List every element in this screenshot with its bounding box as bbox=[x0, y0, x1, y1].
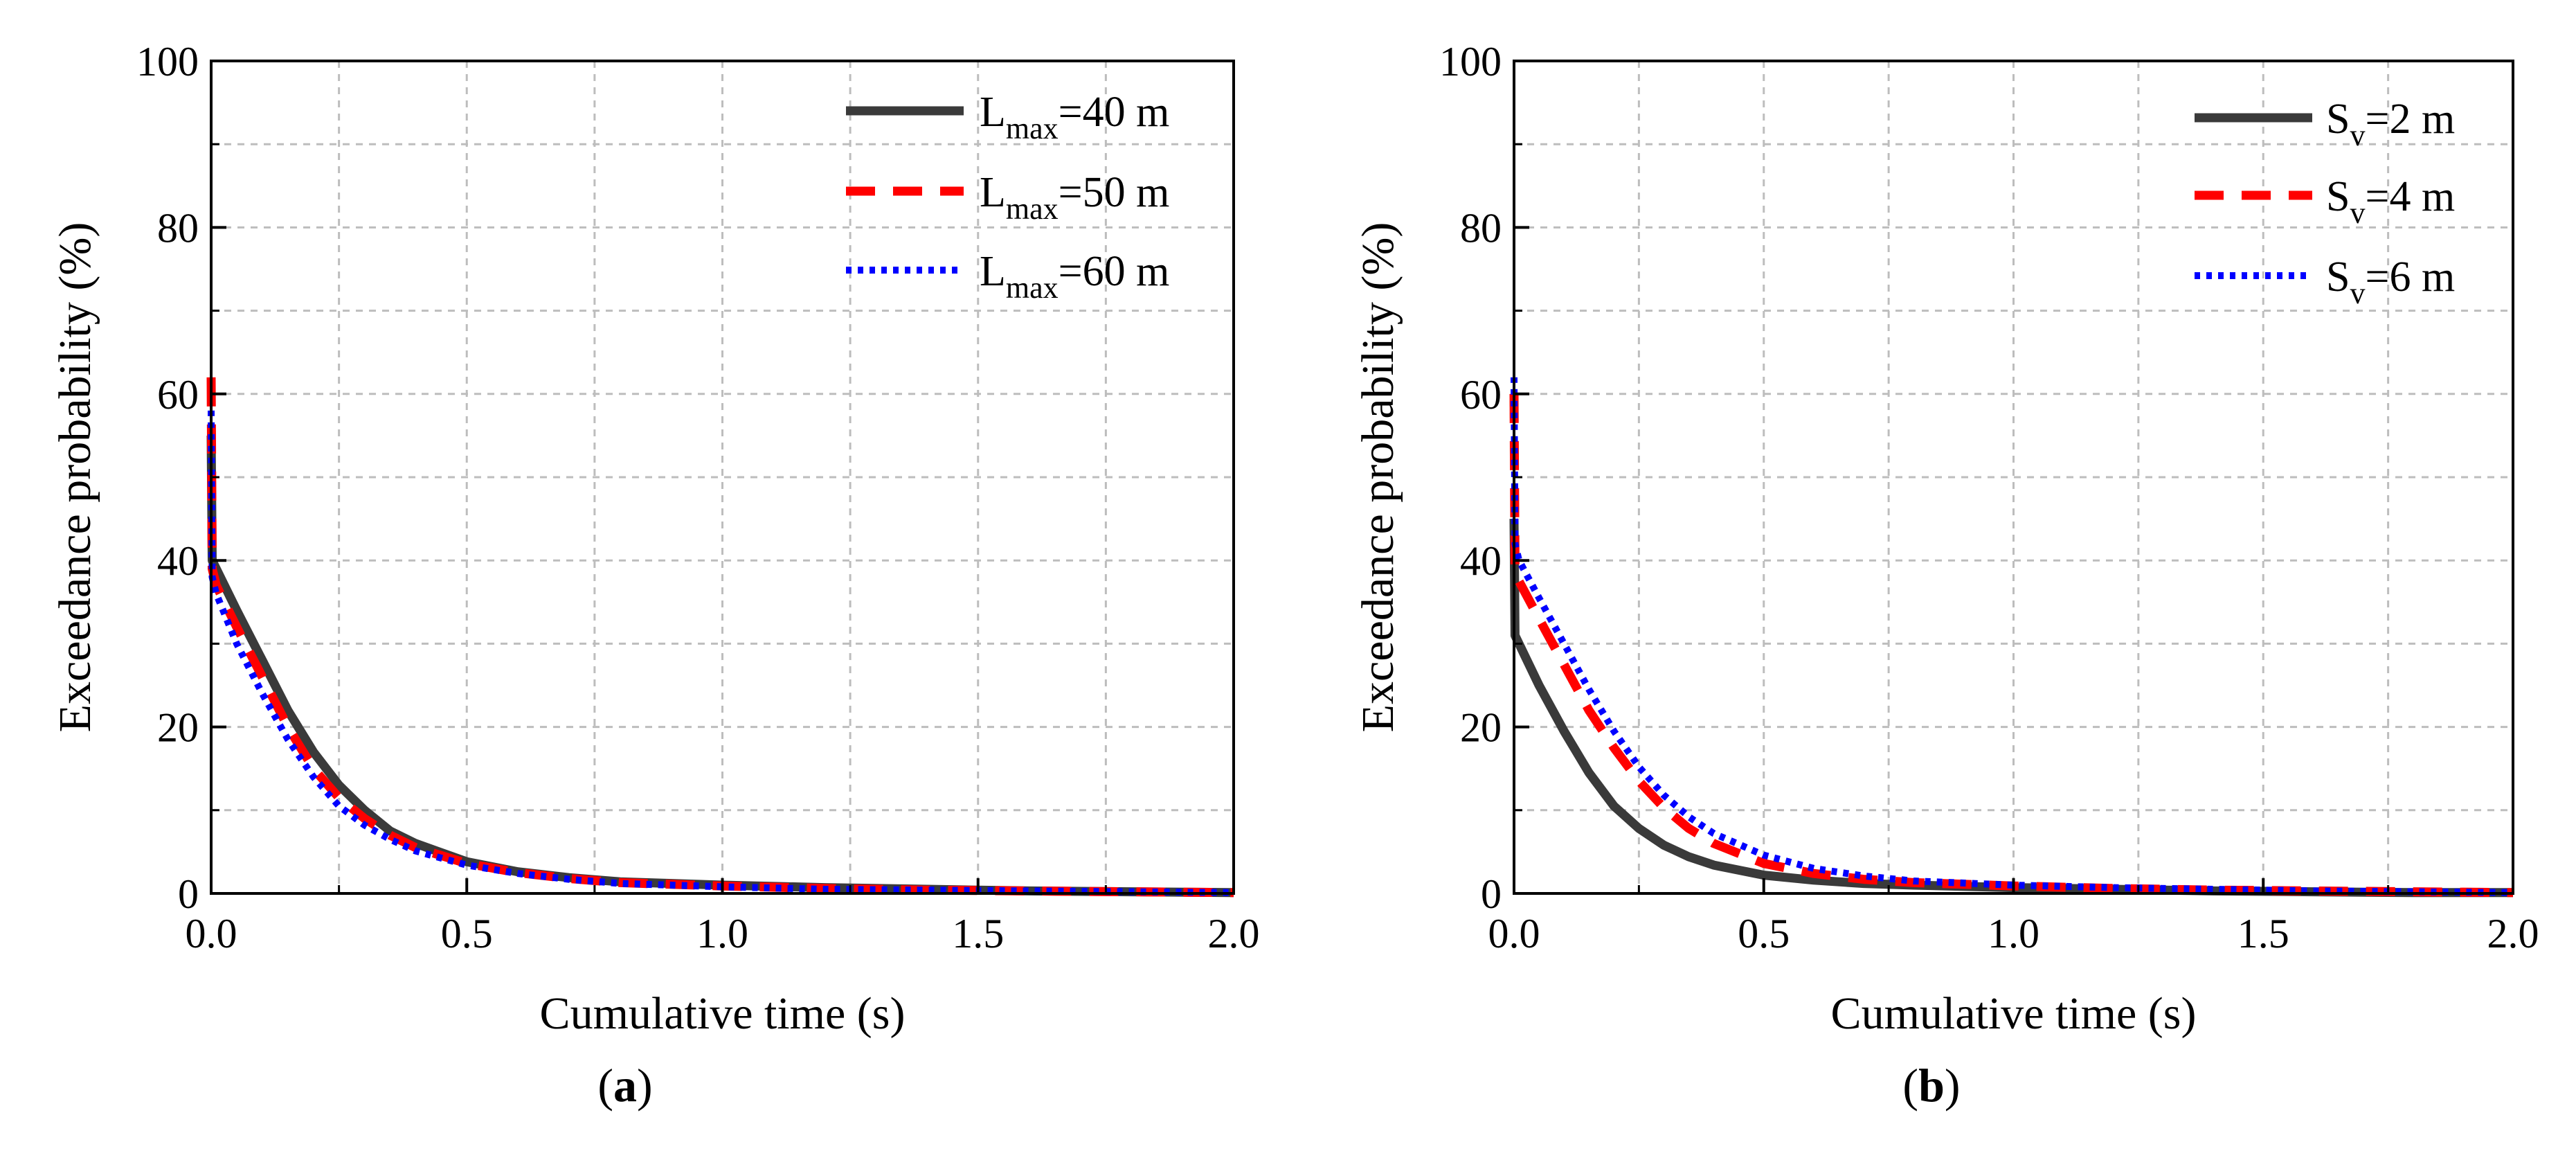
x-tick-label: 2.0 bbox=[1208, 911, 1260, 956]
y-tick-label: 0 bbox=[178, 871, 199, 917]
series-line-3 bbox=[1511, 377, 2514, 896]
y-tick-label: 80 bbox=[157, 205, 199, 251]
y-tick-label: 80 bbox=[1460, 205, 1502, 251]
legend-label-3: Sv=6 m bbox=[2326, 253, 2455, 310]
y-tick-label: 100 bbox=[1439, 39, 1502, 84]
chart-panel-b: 0.0 0.5 1.0 1.5 2.0 0 20 40 60 80 100 Cumulative ti… bbox=[1353, 39, 2539, 1112]
x-tick-label: 0.5 bbox=[1738, 911, 1790, 956]
legend-label-3: Lmax=60 m bbox=[980, 248, 1169, 305]
legend-label-2: Sv=4 m bbox=[2326, 173, 2455, 230]
y-tick-label: 40 bbox=[157, 538, 199, 584]
legend-label-1: Lmax=40 m bbox=[980, 89, 1169, 145]
y-tick-label: 100 bbox=[136, 39, 199, 84]
x-axis-title: Cumulative time (s) bbox=[1831, 988, 2197, 1039]
x-tick-label: 0.0 bbox=[1488, 911, 1540, 956]
legend-label-2: Lmax=50 m bbox=[980, 169, 1169, 226]
x-tick-label: 1.0 bbox=[1988, 911, 2039, 956]
x-tick-label: 2.0 bbox=[2487, 911, 2539, 956]
legend: Lmax=40 m Lmax=50 m Lmax=60 m bbox=[846, 89, 1169, 305]
y-tick-label: 60 bbox=[1460, 372, 1502, 418]
x-axis-title: Cumulative time (s) bbox=[540, 988, 906, 1039]
series-line-3 bbox=[208, 410, 1234, 896]
legend: Sv=2 m Sv=4 m Sv=6 m bbox=[2195, 96, 2455, 310]
y-tick-label: 0 bbox=[1481, 871, 1502, 917]
x-tick-label: 1.5 bbox=[952, 911, 1004, 956]
panel-label: (a) bbox=[597, 1059, 652, 1112]
series-line-2 bbox=[1509, 393, 2514, 898]
y-axis-title: Exceedance probability (%) bbox=[50, 222, 100, 733]
gridlines bbox=[1514, 61, 2513, 893]
chart-panel-a: 0.0 0.5 1.0 1.5 2.0 0 20 40 60 80 100 Cumulative ti… bbox=[50, 39, 1260, 1112]
y-tick-label: 60 bbox=[157, 372, 199, 418]
x-tick-label: 1.0 bbox=[696, 911, 748, 956]
x-tick-label: 1.5 bbox=[2237, 911, 2289, 956]
x-tick-label: 0.5 bbox=[441, 911, 493, 956]
panel-label: (b) bbox=[1902, 1059, 1960, 1112]
y-tick-label: 20 bbox=[157, 705, 199, 751]
x-tick-label: 0.0 bbox=[186, 911, 237, 956]
legend-label-1: Sv=2 m bbox=[2326, 96, 2455, 152]
y-axis-title: Exceedance probability (%) bbox=[1353, 222, 1403, 733]
y-tick-label: 40 bbox=[1460, 538, 1502, 584]
y-tick-label: 20 bbox=[1460, 705, 1502, 751]
